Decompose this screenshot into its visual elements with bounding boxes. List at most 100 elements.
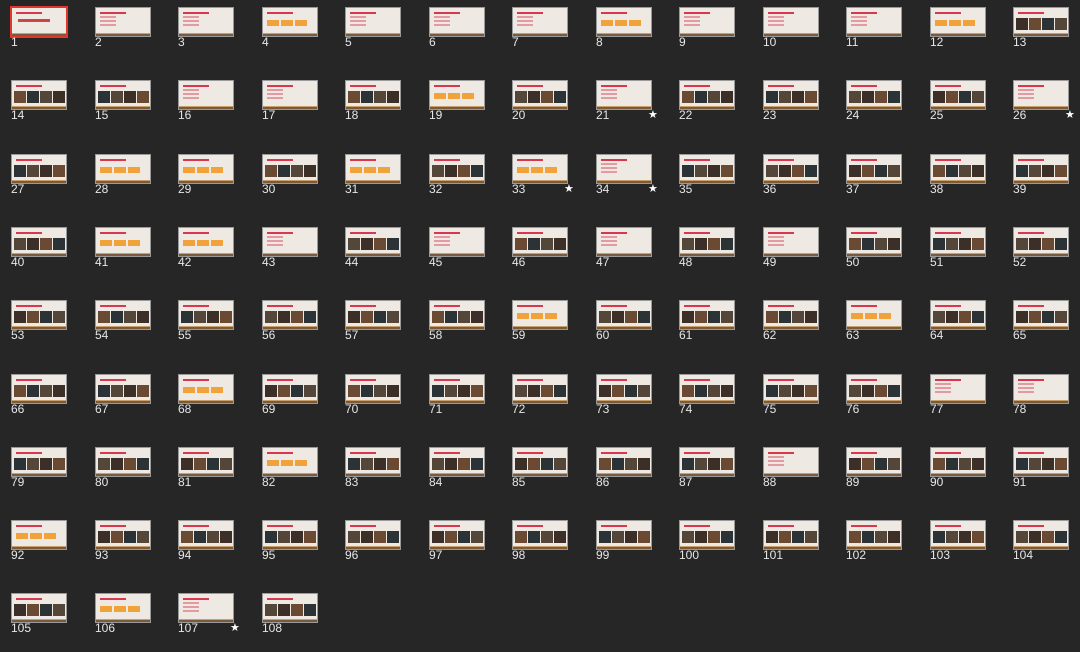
- slide-thumbnail-98[interactable]: 98: [512, 520, 568, 561]
- slide-thumbnail-82[interactable]: 82: [262, 447, 318, 488]
- slide-thumbnail-87[interactable]: 87: [679, 447, 735, 488]
- slide-thumbnail-37[interactable]: 37: [846, 154, 902, 195]
- slide-thumbnail-107[interactable]: 107 ★: [178, 593, 240, 634]
- slide-thumbnail-30[interactable]: 30: [262, 154, 318, 195]
- slide-thumbnail-83[interactable]: 83: [345, 447, 401, 488]
- slide-thumbnail-1[interactable]: 1: [10, 6, 68, 48]
- slide-thumbnail-13[interactable]: 13: [1013, 7, 1069, 48]
- slide-thumbnail-41[interactable]: 41: [95, 227, 151, 268]
- slide-thumbnail-81[interactable]: 81: [178, 447, 234, 488]
- slide-thumbnail-49[interactable]: 49: [763, 227, 819, 268]
- slide-thumbnail-11[interactable]: 11: [846, 7, 902, 48]
- slide-thumbnail-90[interactable]: 90: [930, 447, 986, 488]
- slide-thumbnail-72[interactable]: 72: [512, 374, 568, 415]
- slide-thumbnail-54[interactable]: 54: [95, 300, 151, 341]
- slide-thumbnail-76[interactable]: 76: [846, 374, 902, 415]
- slide-thumbnail-75[interactable]: 75: [763, 374, 819, 415]
- slide-thumbnail-67[interactable]: 67: [95, 374, 151, 415]
- slide-thumbnail-35[interactable]: 35: [679, 154, 735, 195]
- slide-thumbnail-51[interactable]: 51: [930, 227, 986, 268]
- slide-thumbnail-26[interactable]: 26 ★: [1013, 80, 1075, 121]
- slide-thumbnail-34[interactable]: 34 ★: [596, 154, 658, 195]
- slide-thumbnail-94[interactable]: 94: [178, 520, 234, 561]
- transition-star-icon[interactable]: ★: [564, 183, 574, 195]
- slide-thumbnail-78[interactable]: 78: [1013, 374, 1069, 415]
- slide-thumbnail-71[interactable]: 71: [429, 374, 485, 415]
- slide-thumbnail-6[interactable]: 6: [429, 7, 485, 48]
- slide-thumbnail-44[interactable]: 44: [345, 227, 401, 268]
- slide-thumbnail-52[interactable]: 52: [1013, 227, 1069, 268]
- transition-star-icon[interactable]: ★: [648, 183, 658, 195]
- slide-thumbnail-79[interactable]: 79: [11, 447, 67, 488]
- slide-thumbnail-5[interactable]: 5: [345, 7, 401, 48]
- slide-thumbnail-42[interactable]: 42: [178, 227, 234, 268]
- slide-thumbnail-50[interactable]: 50: [846, 227, 902, 268]
- slide-thumbnail-57[interactable]: 57: [345, 300, 401, 341]
- slide-thumbnail-65[interactable]: 65: [1013, 300, 1069, 341]
- slide-thumbnail-15[interactable]: 15: [95, 80, 151, 121]
- slide-thumbnail-40[interactable]: 40: [11, 227, 67, 268]
- slide-thumbnail-7[interactable]: 7: [512, 7, 568, 48]
- slide-thumbnail-80[interactable]: 80: [95, 447, 151, 488]
- slide-thumbnail-14[interactable]: 14: [11, 80, 67, 121]
- slide-thumbnail-58[interactable]: 58: [429, 300, 485, 341]
- slide-thumbnail-86[interactable]: 86: [596, 447, 652, 488]
- slide-thumbnail-56[interactable]: 56: [262, 300, 318, 341]
- slide-thumbnail-100[interactable]: 100: [679, 520, 735, 561]
- slide-thumbnail-55[interactable]: 55: [178, 300, 234, 341]
- slide-thumbnail-85[interactable]: 85: [512, 447, 568, 488]
- slide-thumbnail-97[interactable]: 97: [429, 520, 485, 561]
- slide-thumbnail-59[interactable]: 59: [512, 300, 568, 341]
- slide-thumbnail-46[interactable]: 46: [512, 227, 568, 268]
- slide-thumbnail-18[interactable]: 18: [345, 80, 401, 121]
- slide-thumbnail-68[interactable]: 68: [178, 374, 234, 415]
- slide-thumbnail-105[interactable]: 105: [11, 593, 67, 634]
- transition-star-icon[interactable]: ★: [648, 109, 658, 121]
- slide-thumbnail-31[interactable]: 31: [345, 154, 401, 195]
- slide-thumbnail-8[interactable]: 8: [596, 7, 652, 48]
- slide-thumbnail-3[interactable]: 3: [178, 7, 234, 48]
- slide-thumbnail-9[interactable]: 9: [679, 7, 735, 48]
- slide-thumbnail-103[interactable]: 103: [930, 520, 986, 561]
- slide-thumbnail-2[interactable]: 2: [95, 7, 151, 48]
- slide-thumbnail-77[interactable]: 77: [930, 374, 986, 415]
- slide-thumbnail-101[interactable]: 101: [763, 520, 819, 561]
- slide-thumbnail-95[interactable]: 95: [262, 520, 318, 561]
- slide-thumbnail-104[interactable]: 104: [1013, 520, 1069, 561]
- slide-thumbnail-60[interactable]: 60: [596, 300, 652, 341]
- slide-thumbnail-39[interactable]: 39: [1013, 154, 1069, 195]
- slide-thumbnail-17[interactable]: 17: [262, 80, 318, 121]
- slide-thumbnail-4[interactable]: 4: [262, 7, 318, 48]
- slide-thumbnail-74[interactable]: 74: [679, 374, 735, 415]
- slide-thumbnail-84[interactable]: 84: [429, 447, 485, 488]
- slide-thumbnail-66[interactable]: 66: [11, 374, 67, 415]
- slide-thumbnail-106[interactable]: 106: [95, 593, 151, 634]
- slide-thumbnail-73[interactable]: 73: [596, 374, 652, 415]
- slide-thumbnail-64[interactable]: 64: [930, 300, 986, 341]
- slide-thumbnail-21[interactable]: 21 ★: [596, 80, 658, 121]
- slide-thumbnail-62[interactable]: 62: [763, 300, 819, 341]
- slide-thumbnail-96[interactable]: 96: [345, 520, 401, 561]
- slide-thumbnail-69[interactable]: 69: [262, 374, 318, 415]
- slide-thumbnail-91[interactable]: 91: [1013, 447, 1069, 488]
- slide-thumbnail-93[interactable]: 93: [95, 520, 151, 561]
- slide-thumbnail-102[interactable]: 102: [846, 520, 902, 561]
- slide-thumbnail-19[interactable]: 19: [429, 80, 485, 121]
- slide-thumbnail-20[interactable]: 20: [512, 80, 568, 121]
- slide-thumbnail-22[interactable]: 22: [679, 80, 735, 121]
- transition-star-icon[interactable]: ★: [230, 622, 240, 634]
- slide-thumbnail-24[interactable]: 24: [846, 80, 902, 121]
- slide-thumbnail-38[interactable]: 38: [930, 154, 986, 195]
- slide-thumbnail-12[interactable]: 12: [930, 7, 986, 48]
- slide-thumbnail-36[interactable]: 36: [763, 154, 819, 195]
- slide-thumbnail-63[interactable]: 63: [846, 300, 902, 341]
- slide-thumbnail-33[interactable]: 33 ★: [512, 154, 574, 195]
- slide-thumbnail-45[interactable]: 45: [429, 227, 485, 268]
- slide-thumbnail-99[interactable]: 99: [596, 520, 652, 561]
- slide-thumbnail-47[interactable]: 47: [596, 227, 652, 268]
- slide-thumbnail-70[interactable]: 70: [345, 374, 401, 415]
- slide-thumbnail-25[interactable]: 25: [930, 80, 986, 121]
- slide-thumbnail-108[interactable]: 108: [262, 593, 318, 634]
- slide-thumbnail-92[interactable]: 92: [11, 520, 67, 561]
- slide-thumbnail-89[interactable]: 89: [846, 447, 902, 488]
